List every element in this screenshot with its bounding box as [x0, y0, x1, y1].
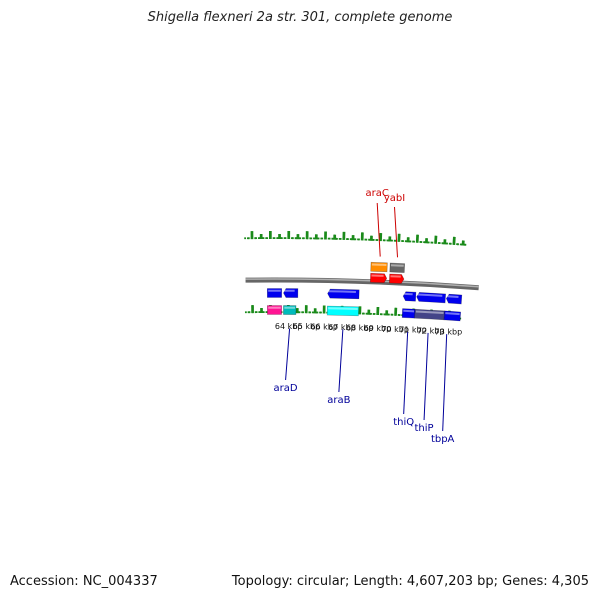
backbone-arc [245, 277, 479, 291]
gene-feature-10-body[interactable] [402, 291, 417, 302]
genome-summary-text: Topology: circular; Length: 4,607,203 bp… [231, 574, 589, 589]
ruler-label: 70 kbp [381, 325, 409, 334]
outer-tick [453, 236, 456, 245]
gene-label-araD[interactable]: araD [274, 383, 298, 394]
gene-feature-11-body[interactable] [416, 292, 446, 304]
gene-araB[interactable] [326, 305, 359, 317]
gene-label-araB[interactable]: araB [327, 395, 350, 406]
label-line-araC [376, 202, 381, 257]
outer-tick [452, 236, 455, 245]
gene-yabI-shine [390, 264, 404, 267]
gene-feature-5[interactable] [283, 288, 299, 298]
label-line-thiQ [403, 331, 409, 415]
gene-tbpA-body[interactable] [443, 310, 462, 322]
gene-thiP[interactable] [414, 308, 445, 321]
gene-araD[interactable] [283, 305, 297, 315]
gene-feature-8-body[interactable] [327, 288, 360, 300]
label-line-araD [285, 328, 291, 381]
gene-thiQ[interactable] [401, 308, 416, 319]
gene-thiP-shine [415, 310, 444, 315]
gene-feature-10[interactable] [402, 291, 417, 302]
ruler-label: 66 kbp [310, 322, 338, 331]
gene-feature-12-body[interactable] [445, 293, 463, 305]
gene-thiQ-body[interactable] [401, 308, 416, 319]
gene-feature-3-body[interactable] [388, 273, 405, 284]
gene-feature-12[interactable] [445, 293, 463, 305]
genome-backbone [245, 277, 479, 291]
gene-yabI[interactable] [389, 262, 406, 273]
gene-feature-11[interactable] [416, 292, 446, 304]
ruler-label: 73 kbp [435, 328, 463, 337]
ruler-label: 67 kbp [328, 323, 356, 332]
gene-yabI-body[interactable] [389, 262, 406, 273]
gene-tbpA[interactable] [443, 310, 462, 322]
outer-tick-ring [244, 231, 467, 246]
gene-label-tbpA[interactable]: tbpA [431, 434, 455, 445]
gene-features[interactable] [266, 261, 463, 322]
ruler-label: 64 kbp [275, 322, 303, 331]
gene-feature-4[interactable] [266, 288, 283, 298]
gene-araC-shine [371, 263, 387, 267]
gene-feature-5-body[interactable] [283, 288, 299, 298]
gene-feature-3[interactable] [388, 273, 405, 284]
gene-feature-8-shine [328, 290, 356, 293]
gene-araB-body[interactable] [326, 305, 359, 317]
gene-tbpA-shine [445, 312, 460, 316]
ruler-label: 68 kbp [346, 323, 374, 332]
gene-feature-11-shine [417, 293, 443, 297]
ruler-label: 72 kbp [417, 327, 445, 336]
gene-feature-2[interactable] [370, 272, 388, 284]
label-line-tbpA [442, 334, 448, 432]
ruler-label: 69 kbp [364, 324, 392, 333]
gene-feature-8[interactable] [327, 288, 360, 300]
gene-feature-2-body[interactable] [370, 272, 388, 284]
backbone-highlight [245, 278, 479, 288]
label-line-thiP [423, 332, 429, 421]
gene-label-thiP[interactable]: thiP [415, 423, 434, 434]
gene-thiQ-shine [403, 309, 415, 313]
gene-label-thiQ[interactable]: thiQ [393, 417, 414, 428]
gene-araB-shine [328, 307, 358, 311]
gene-feature-6-body[interactable] [267, 305, 282, 315]
ruler-label: 71 kbp [399, 326, 427, 335]
accession-text: Accession: NC_004337 [10, 574, 158, 589]
gene-feature-6[interactable] [267, 305, 282, 315]
ruler-label: 65 kbp [293, 322, 321, 331]
gene-label-araC[interactable]: araC [366, 188, 389, 199]
gene-label-yabI[interactable]: yabI [384, 193, 405, 204]
label-line-araB [338, 329, 344, 393]
map-title: Shigella flexneri 2a str. 301, complete … [147, 10, 453, 25]
gene-araC-body[interactable] [370, 261, 388, 273]
label-line-yabI [394, 206, 399, 258]
gene-araC[interactable] [370, 261, 388, 273]
gene-feature-4-body[interactable] [266, 288, 283, 298]
gene-feature-12-shine [447, 295, 459, 298]
gene-araD-body[interactable] [283, 305, 297, 315]
